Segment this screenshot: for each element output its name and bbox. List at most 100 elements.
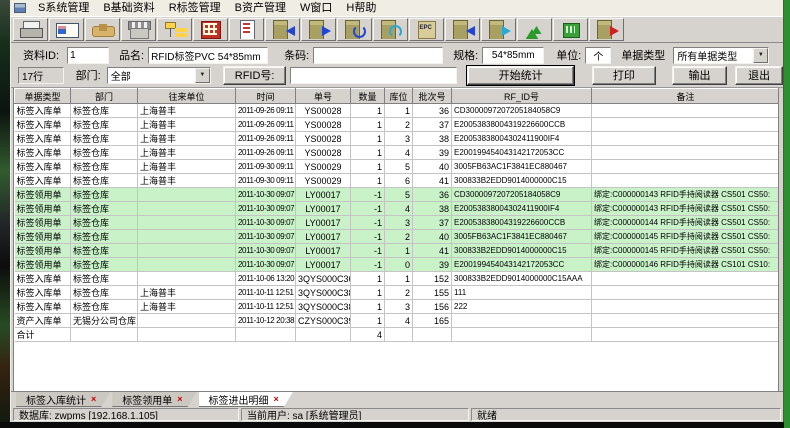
table-cell: 2 — [384, 285, 413, 300]
table-cell: 3QYS000C38 — [295, 299, 351, 314]
print-button[interactable]: 打印 — [592, 65, 656, 85]
menu-item-base-data[interactable]: B基础资料 — [103, 1, 155, 14]
table-row[interactable]: 标签入库单 标签仓库 上海普丰 2011-09-26 09:11 YS00028… — [14, 131, 778, 146]
rfid-number-field[interactable] — [290, 66, 457, 84]
chevron-down-icon[interactable]: ▼ — [194, 67, 210, 83]
table-row[interactable]: 标签入库单 标签仓库 上海普丰 2011-09-26 09:11 YS00028… — [14, 103, 778, 118]
toolbar-red-grid-button[interactable] — [193, 18, 228, 41]
column-header[interactable]: 单据类型 — [14, 88, 71, 104]
table-cell: 2011-09-26 09:11 — [235, 117, 296, 132]
table-cell: 1 — [384, 243, 413, 258]
table-row[interactable]: 标签领用单 标签仓库 2011-10-30 09:07 LY00017 -1 5… — [14, 187, 778, 202]
filter-panel: 资料ID: 品名: 条码: 规格: 单位: 单据类型 所有单据类型 ▼ 17行 … — [11, 43, 783, 88]
close-icon[interactable]: × — [273, 394, 279, 404]
table-cell: E20053838004302411900IF4 — [451, 201, 592, 216]
table-cell: 标签入库单 — [14, 131, 71, 146]
table-row[interactable]: 标签领用单 标签仓库 2011-10-30 09:07 LY00017 -1 2… — [14, 229, 778, 244]
column-header[interactable]: 库位 — [384, 88, 413, 104]
table-cell: 41 — [412, 173, 452, 188]
column-header[interactable]: 往来单位 — [137, 88, 236, 104]
column-header[interactable]: 部门 — [70, 88, 138, 104]
exit-button[interactable]: 退出 — [735, 65, 783, 85]
chevron-down-icon[interactable]: ▼ — [753, 47, 769, 63]
toolbar-epc-doc-button[interactable] — [409, 18, 444, 41]
product-field[interactable] — [148, 46, 269, 64]
toolbar-cabinet-transfer-button[interactable] — [373, 18, 408, 41]
export-button[interactable]: 输出 — [671, 65, 728, 85]
menu-item-help[interactable]: H帮助 — [346, 1, 377, 14]
table-cell: LY00017 — [295, 187, 351, 202]
table-row[interactable]: 标签入库单 标签仓库 上海普丰 2011-10-11 12:51 3QYS000… — [14, 299, 778, 314]
table-row[interactable]: 标签入库单 标签仓库 上海普丰 2011-09-30 09:11 YS00029… — [14, 173, 778, 188]
toolbar-cabinet-in-button[interactable] — [265, 18, 300, 41]
menu-item-window[interactable]: W窗口 — [299, 1, 333, 14]
toolbar-store-button[interactable] — [121, 18, 156, 41]
tab-inbound-stats[interactable]: 标签入库统计 × — [16, 392, 110, 407]
toolbar-door-out-button[interactable] — [481, 18, 516, 41]
doc-type-select[interactable]: 所有单据类型 ▼ — [673, 46, 770, 64]
column-header[interactable]: 数量 — [350, 88, 385, 104]
menu-item-label-mgmt[interactable]: R标签管理 — [168, 1, 221, 14]
table-row[interactable]: 标签入库单 标签仓库 上海普丰 2011-09-30 09:11 YS00029… — [14, 159, 778, 174]
table-cell: E200199454043142172053CC — [451, 145, 592, 160]
column-header[interactable]: 时间 — [235, 88, 296, 104]
table-cell: 标签仓库 — [70, 299, 138, 314]
toolbar-id-card-button[interactable] — [49, 18, 84, 41]
dept-select[interactable]: 全部 ▼ — [106, 66, 211, 84]
table-cell: 标签仓库 — [70, 159, 138, 174]
toolbar-green-bin-button[interactable] — [553, 18, 588, 41]
toolbar-cabinet-return-button[interactable] — [337, 18, 372, 41]
toolbar-tree-view-button[interactable] — [157, 18, 192, 41]
table-cell: 绑定:C000000145 RFID手持阅读器 CS501 CS50: — [591, 243, 778, 258]
cabinet-return-icon — [343, 20, 367, 39]
toolbar-printer-button[interactable] — [13, 18, 48, 41]
tab-label-inout-detail[interactable]: 标签进出明细 × — [199, 392, 293, 407]
table-cell: YS00028 — [295, 117, 351, 132]
table-row[interactable]: 合计 4 — [14, 327, 778, 342]
barcode-field[interactable] — [313, 46, 444, 64]
table-row[interactable]: 标签入库单 标签仓库 2011-10-06 13:20 3QYS000C36 1… — [14, 271, 778, 286]
table-cell — [137, 215, 236, 230]
column-header[interactable]: 批次号 — [412, 88, 452, 104]
table-cell: 1 — [384, 271, 413, 286]
tab-label-issue[interactable]: 标签领用单 × — [112, 392, 196, 407]
desktop-right-edge — [784, 0, 790, 428]
toolbar-recycle-button[interactable] — [517, 18, 552, 41]
cabinet-in-icon — [271, 20, 295, 39]
toolbar-door-exit-button[interactable] — [589, 18, 624, 41]
table-cell: 上海普丰 — [137, 159, 236, 174]
table-row[interactable]: 标签领用单 标签仓库 2011-10-30 09:07 LY00017 -1 1… — [14, 243, 778, 258]
menu-item-asset-mgmt[interactable]: B资产管理 — [234, 1, 286, 14]
column-header[interactable]: 单号 — [295, 88, 351, 104]
table-cell: 4 — [384, 201, 413, 216]
unit-field[interactable] — [585, 46, 612, 64]
cabinet-transfer-icon — [379, 20, 403, 39]
column-header[interactable]: RF_ID号 — [451, 88, 592, 104]
toolbar-handshake-button[interactable] — [85, 18, 120, 41]
rfid-number-button[interactable]: RFID号: — [222, 65, 287, 85]
table-cell: 标签仓库 — [70, 243, 138, 258]
close-icon[interactable]: × — [91, 394, 97, 404]
table-row[interactable]: 标签入库单 标签仓库 上海普丰 2011-09-26 09:11 YS00028… — [14, 117, 778, 132]
table-row[interactable]: 标签领用单 标签仓库 2011-10-30 09:07 LY00017 -1 0… — [14, 257, 778, 272]
toolbar-form-button[interactable] — [229, 18, 264, 41]
table-cell: 无锡分公司仓库 — [70, 313, 138, 328]
material-id-field[interactable] — [67, 46, 110, 64]
table-cell: 上海普丰 — [137, 103, 236, 118]
table-cell: 标签仓库 — [70, 201, 138, 216]
table-row[interactable]: 资产入库单 无锡分公司仓库 2011-10-12 20:38 CZYS000C3… — [14, 313, 778, 328]
table-row[interactable]: 标签领用单 标签仓库 2011-10-30 09:07 LY00017 -1 4… — [14, 201, 778, 216]
toolbar-door-in-button[interactable] — [445, 18, 480, 41]
data-grid: 单据类型 部门 往来单位 时间 单号 数量 库位 批次号 RF_ID号 备注 标签入库单 标签仓库… — [13, 88, 779, 394]
table-row[interactable]: 标签入库单 标签仓库 上海普丰 2011-10-11 12:51 3QYS000… — [14, 285, 778, 300]
start-statistics-button[interactable]: 开始统计 — [465, 64, 576, 86]
table-row[interactable]: 标签入库单 标签仓库 上海普丰 2011-09-26 09:11 YS00028… — [14, 145, 778, 160]
close-icon[interactable]: × — [177, 394, 183, 404]
column-header[interactable]: 备注 — [591, 88, 778, 104]
spec-field[interactable] — [482, 46, 545, 64]
toolbar-cabinet-out-button[interactable] — [301, 18, 336, 41]
menu-item-system-mgmt[interactable]: S系统管理 — [38, 1, 90, 14]
table-cell: 300833B2EDD9014000000C15AAA — [451, 271, 592, 286]
table-cell: 资产入库单 — [14, 313, 71, 328]
table-row[interactable]: 标签领用单 标签仓库 2011-10-30 09:07 LY00017 -1 3… — [14, 215, 778, 230]
